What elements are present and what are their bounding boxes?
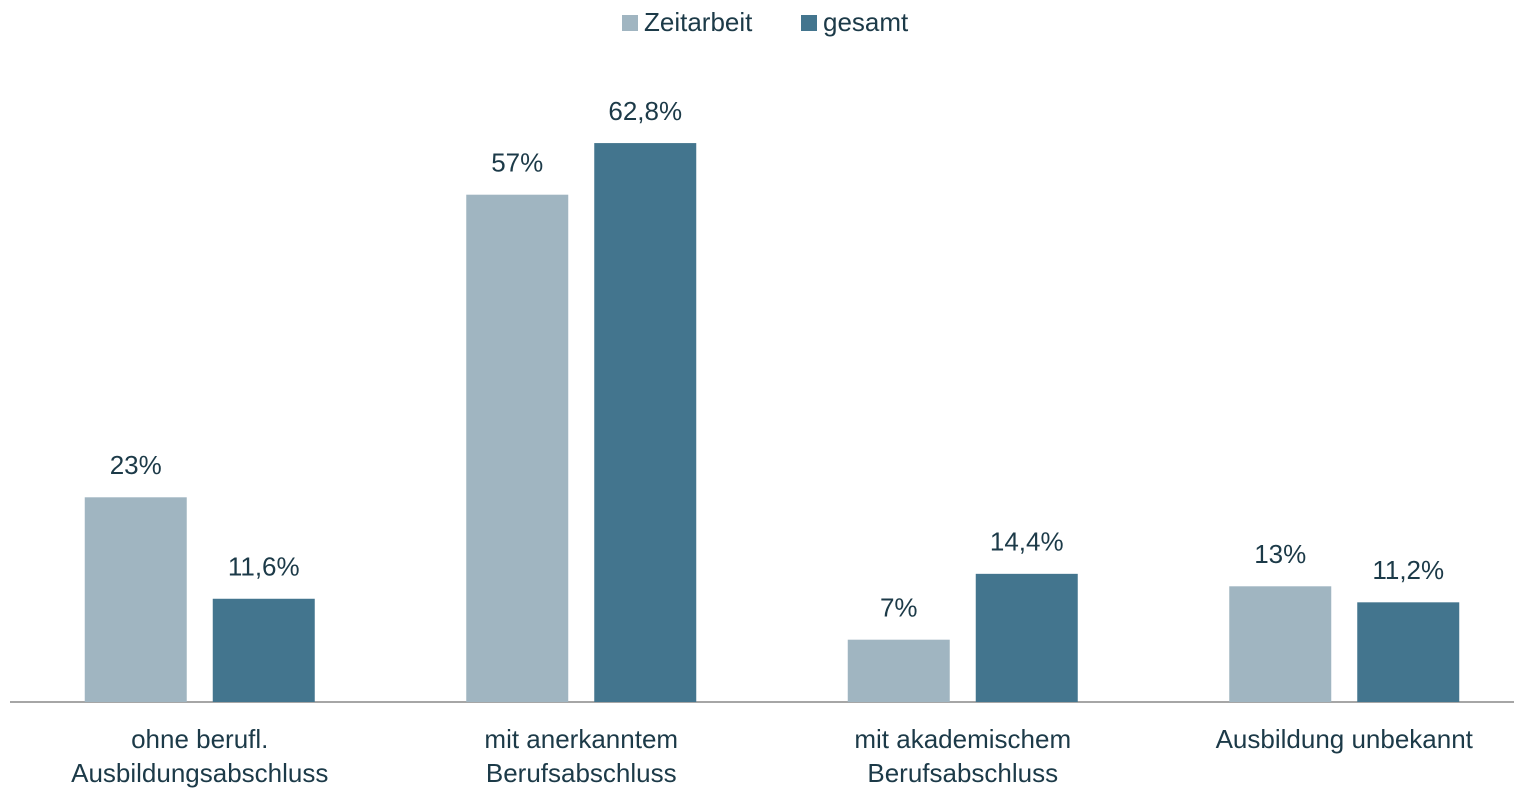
data-label: 23% [110, 450, 162, 480]
x-tick-label: mit anerkanntem Berufsabschluss [484, 724, 679, 788]
bar [594, 143, 697, 702]
data-label: 13% [1254, 539, 1306, 569]
bar [975, 573, 1078, 702]
data-label: 62,8% [608, 96, 682, 126]
bar [847, 639, 950, 702]
legend-swatch [622, 15, 638, 31]
legend-label: gesamt [823, 7, 909, 37]
bar [212, 598, 315, 702]
bar [466, 194, 569, 702]
x-tick-label: mit akademischem Berufsabschluss [854, 724, 1072, 788]
data-label: 11,6% [228, 552, 300, 582]
data-label: 57% [491, 148, 543, 178]
data-label: 7% [880, 593, 918, 623]
data-label: 11,2% [1372, 555, 1444, 585]
bar [1357, 602, 1460, 702]
x-tick-label: Ausbildung unbekannt [1215, 724, 1473, 754]
data-label: 14,4% [990, 527, 1064, 557]
bar [1229, 586, 1332, 702]
legend-label: Zeitarbeit [644, 7, 753, 37]
legend-swatch [801, 15, 817, 31]
bar [84, 497, 187, 702]
x-tick-label: ohne berufl. Ausbildungsabschluss [71, 724, 329, 788]
